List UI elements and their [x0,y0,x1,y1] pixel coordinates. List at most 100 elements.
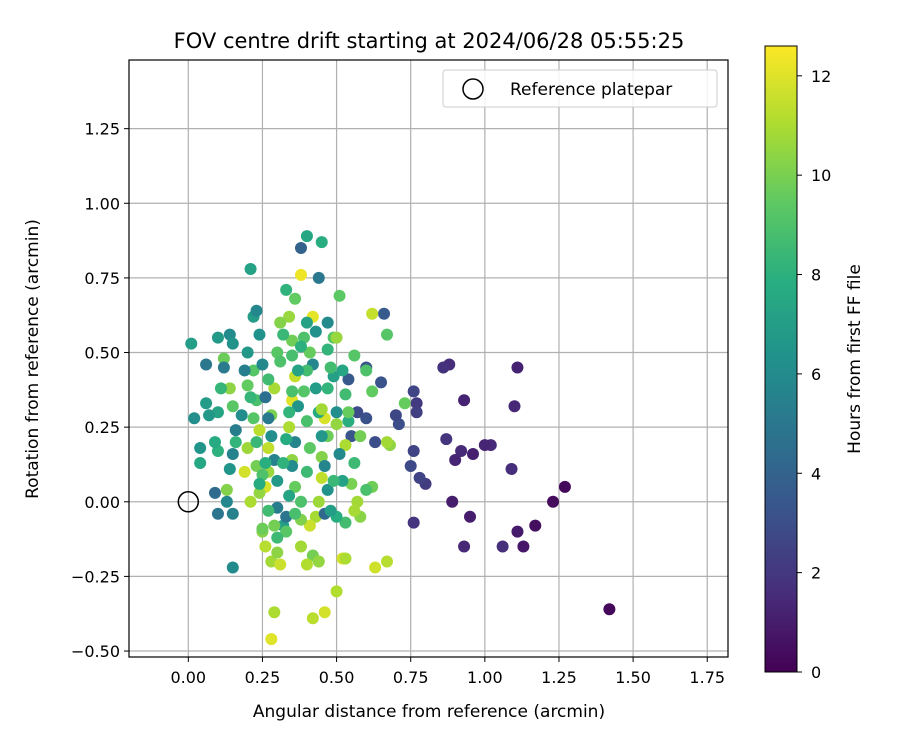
data-point [315,471,328,484]
data-point [321,382,334,395]
data-point [413,471,426,484]
data-point [508,400,521,413]
data-point [339,439,352,452]
data-point [324,504,337,517]
data-point [194,442,207,455]
x-tick-label: 0.75 [393,668,429,687]
data-point [271,474,284,487]
data-point [496,540,509,553]
data-point [280,433,293,446]
data-point [315,430,328,443]
data-point [217,352,230,365]
y-tick-label: 0.75 [84,269,120,288]
data-point [241,379,254,392]
data-point [303,442,316,455]
data-point [505,462,518,475]
data-point [315,403,328,416]
data-point [268,519,281,532]
data-point [247,364,260,377]
data-point [185,337,198,350]
data-point [306,612,319,625]
colorbar-tick-label: 6 [811,365,821,384]
data-point [235,409,248,422]
data-point [389,409,402,422]
data-point [277,328,290,341]
data-point [280,283,293,296]
data-point [294,340,307,353]
data-point [244,262,257,275]
data-point [220,483,233,496]
data-point [226,337,239,350]
data-point [280,525,293,538]
data-point [466,448,479,461]
data-point [407,516,420,529]
data-point [375,376,388,389]
data-point [398,397,411,410]
data-point [339,388,352,401]
data-point [292,364,305,377]
data-point [321,483,334,496]
data-point [256,522,269,535]
data-point [309,325,322,338]
data-point [300,465,313,478]
data-point [458,394,471,407]
data-point [256,358,269,371]
data-point [449,453,462,466]
data-point [259,456,272,469]
colorbar-ticks: 0 2 4 6 8 10 12 [797,67,831,682]
data-point [330,406,343,419]
data-point [229,436,242,449]
data-point [294,242,307,255]
data-point [271,531,284,544]
data-point [229,424,242,437]
data-point [603,603,616,616]
data-point [348,456,361,469]
data-point [366,385,379,398]
data-point [303,346,316,359]
y-tick-label: 0.00 [84,493,120,512]
data-point [277,456,290,469]
x-tick-label: 1.00 [467,668,503,687]
data-point [211,507,224,520]
x-tick-label: 1.25 [541,668,577,687]
data-point [294,495,307,508]
data-point [378,307,391,320]
data-point [283,310,296,323]
data-point [458,540,471,553]
data-point [404,459,417,472]
x-axis-label: Angular distance from reference (arcmin) [253,702,605,722]
data-point [369,561,382,574]
data-point [208,436,221,449]
data-point [339,516,352,529]
x-tick-label: 0.00 [170,668,206,687]
data-point [247,412,260,425]
data-point [253,328,266,341]
y-tick-label: 0.50 [84,344,120,363]
legend-marker-open-circle [462,78,484,100]
data-point [312,555,325,568]
data-point [262,504,275,517]
plot-frame [128,59,729,658]
data-point [226,507,239,520]
data-point [297,385,310,398]
data-point [286,385,299,398]
data-point [286,334,299,347]
data-point [333,289,346,302]
data-point [330,331,343,344]
data-point [188,412,201,425]
y-axis-ticks: −0.50 −0.25 0.00 0.25 0.50 0.75 1.00 1.25 [71,120,129,661]
data-point [300,316,313,329]
data-point [289,292,302,305]
data-point [268,606,281,619]
data-point [327,474,340,487]
data-point [464,510,477,523]
data-point [348,504,361,517]
data-point [250,436,263,449]
y-tick-label: 0.25 [84,418,120,437]
data-point [262,373,275,386]
data-point [478,439,491,452]
colorbar-tick-label: 4 [811,464,821,483]
data-point [333,448,346,461]
